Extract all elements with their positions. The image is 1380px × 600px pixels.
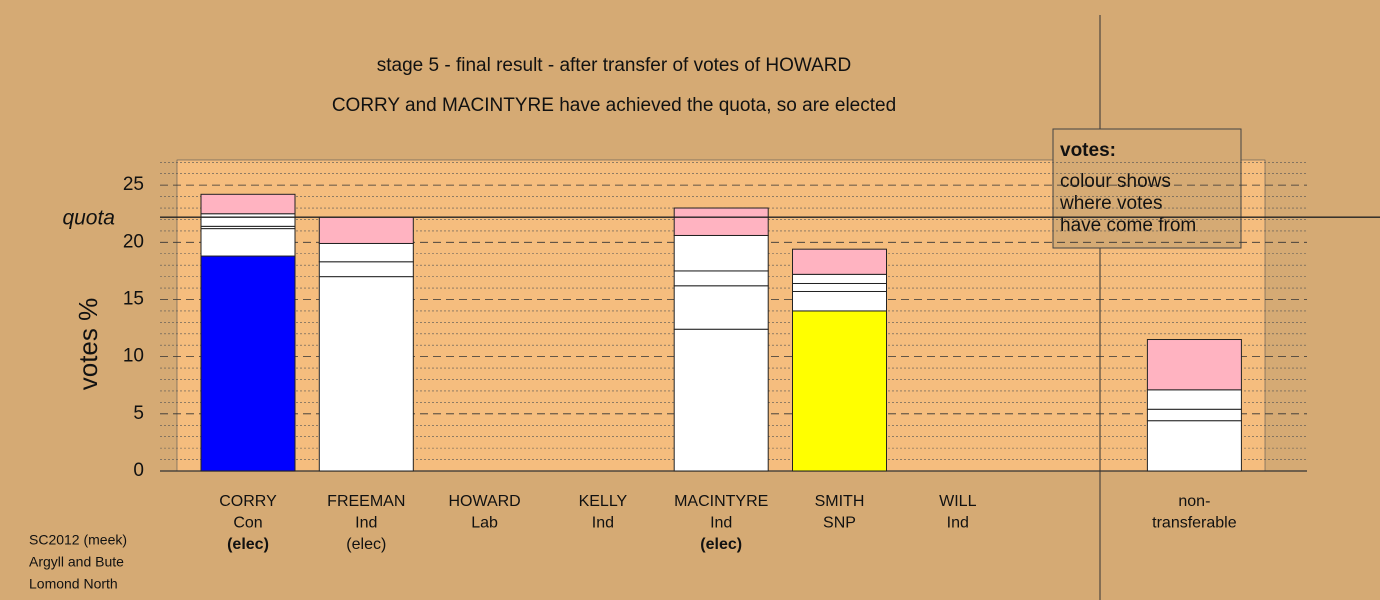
bar-segment: [673, 328, 769, 472]
x-tick-label: (elec): [700, 536, 742, 553]
x-tick-label: MACINTYRE: [674, 493, 768, 510]
x-tick-label: Ind: [355, 515, 377, 532]
bar-segment: [200, 213, 296, 227]
x-tick-label: Ind: [947, 515, 969, 532]
x-tick-label: KELLY: [579, 493, 628, 510]
bar-segment: [792, 282, 887, 292]
note-line: have come from: [1060, 215, 1196, 236]
bar-segment: [318, 242, 414, 263]
y-tick-label: 25: [123, 174, 144, 195]
footer-line: Lomond North: [29, 576, 118, 592]
y-tick-label: 5: [133, 403, 144, 424]
bar-segment: [673, 270, 769, 287]
x-tick-label: Ind: [710, 515, 732, 532]
x-tick-label: non-: [1178, 493, 1210, 510]
x-tick-label: transferable: [1152, 515, 1237, 532]
footer-line: SC2012 (meek): [29, 532, 127, 548]
y-tick-label: 15: [123, 289, 144, 310]
bar-segment: [792, 290, 887, 312]
x-tick-label: SMITH: [815, 493, 865, 510]
bar-segment: [1146, 420, 1242, 472]
chart-title: stage 5 - final result - after transfer …: [377, 55, 851, 76]
bar-segment: [200, 228, 296, 257]
quota-label: quota: [62, 207, 115, 230]
bar-segment: [318, 216, 414, 244]
y-tick-label: 20: [123, 231, 144, 252]
bar-segment: [792, 310, 887, 472]
x-tick-label: Ind: [592, 515, 614, 532]
chart-subtitle: CORRY and MACINTYRE have achieved the qu…: [332, 95, 896, 116]
bar-segment: [318, 276, 414, 472]
x-tick-label: WILL: [939, 493, 976, 510]
bar-segment: [792, 248, 887, 275]
note-box: votes: colour shows where votes have com…: [1052, 128, 1242, 249]
bar-segment: [792, 273, 887, 284]
footer-line: Argyll and Bute: [29, 554, 124, 570]
bar-segment: [1146, 339, 1242, 391]
x-tick-label: (elec): [227, 536, 269, 553]
bar-segment: [200, 255, 296, 472]
y-tick-label: 10: [123, 346, 144, 367]
note-frame: [1052, 128, 1242, 249]
y-axis-title: votes %: [73, 298, 103, 391]
x-tick-label: FREEMAN: [327, 493, 405, 510]
x-tick-label: (elec): [346, 536, 386, 553]
bar-segment: [1146, 389, 1242, 410]
note-line: colour shows: [1060, 171, 1171, 192]
x-tick-label: CORRY: [219, 493, 277, 510]
note-title: votes:: [1060, 140, 1116, 161]
x-tick-label: Con: [233, 515, 262, 532]
bar-segment: [318, 261, 414, 278]
x-tick-label: Lab: [471, 515, 498, 532]
note-line: where votes: [1059, 193, 1162, 214]
bar-segment: [1146, 408, 1242, 422]
x-tick-label: SNP: [823, 515, 856, 532]
y-tick-label: 0: [133, 460, 144, 481]
bar-segment: [673, 285, 769, 330]
x-tick-label: HOWARD: [448, 493, 520, 510]
bar-segment: [200, 193, 296, 215]
bar-segment: [673, 207, 769, 236]
bar-segment: [673, 234, 769, 272]
